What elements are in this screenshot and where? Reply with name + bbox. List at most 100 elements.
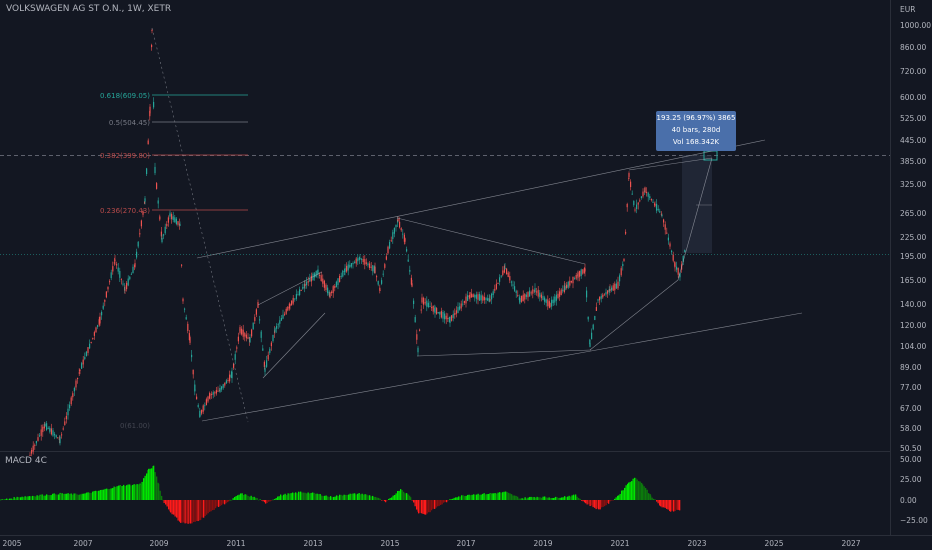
trend-line[interactable] [396,217,586,265]
candle-body [282,314,284,319]
candle-body [117,267,119,272]
candle-body [611,287,613,291]
macd-bar [609,500,611,502]
candle-body [292,297,294,304]
candle-body [377,281,379,285]
candle-body [280,318,282,321]
candle-body [642,191,644,197]
macd-bar [76,494,78,500]
candle-body [327,287,329,294]
macd-bar [141,481,143,500]
macd-bar [158,483,160,500]
candle-body [560,289,562,296]
candle-body [61,434,63,436]
trend-line[interactable] [201,312,803,422]
candle-body [136,251,138,258]
candle-body [167,217,169,223]
candle-body [300,289,302,291]
candle-body [309,278,311,282]
macd-bar [634,477,636,500]
candle-body [99,316,101,324]
candle-body [468,295,470,297]
measure-range-area [682,155,712,253]
macd-bar [491,493,493,500]
macd-bar [677,500,679,510]
macd-bar [357,493,359,500]
macd-bar [642,484,644,500]
macd-bar [349,493,351,500]
candle-body [521,295,523,302]
macd-bar [409,495,411,500]
candle-body [667,237,669,241]
candle-body [564,286,566,290]
trend-line[interactable] [262,312,326,379]
candle-body [29,454,31,456]
macd-bar [222,500,224,504]
candle-body [393,227,395,234]
candle-body [540,294,542,299]
price-axis[interactable]: 1000.00 860.00 720.00 600.00 525.00 445.00 385… [900,21,931,453]
macd-bar [70,493,72,500]
candle-body [419,329,421,331]
candle-body [474,294,476,298]
macd-bar [520,498,522,500]
candle-body [431,307,433,309]
measure-target-box[interactable] [703,150,718,161]
candle-body [442,311,444,319]
macd-bar [465,495,467,500]
trend-line[interactable] [628,157,713,171]
trend-line[interactable] [196,139,766,259]
macd-bar [676,500,678,510]
price-axis-label: 720.00 [900,67,926,76]
candle-body [580,269,582,276]
macd-bar [524,497,526,500]
macd-bar [256,497,258,500]
candle-body [62,428,64,430]
macd-bar [186,500,188,524]
macd-bar [194,500,196,522]
candle-body [124,289,126,291]
trend-line[interactable] [589,279,679,351]
candle-body [270,342,272,347]
macd-bar [151,468,153,500]
fib-retracement[interactable]: 0.618(609.05) 0.5(504.45) 0.382(399.80) 0.2… [100,92,248,430]
macd-bar [265,500,267,504]
macd-title[interactable]: MACD 4C [5,456,47,466]
symbol-title[interactable]: VOLKSWAGEN AG ST O.N., 1W, XETR [6,4,172,14]
macd-bar [238,494,240,500]
candle-body [552,299,554,304]
candle-body [483,296,485,301]
macd-bar [632,478,634,500]
macd-bar [140,484,142,500]
trend-line[interactable] [677,157,713,281]
macd-bar [381,500,383,501]
candle-body [245,334,247,339]
trend-line[interactable] [257,271,323,306]
macd-bar [674,500,676,511]
macd-bar [669,500,671,512]
macd-bar [526,498,528,500]
macd-bar [426,500,428,514]
candle-body [69,404,71,409]
macd-bar [334,496,336,500]
trend-line[interactable] [416,349,592,357]
candle-body [207,396,209,402]
macd-bar [375,496,377,500]
candle-body [599,297,601,301]
candle-body [332,286,334,294]
macd-bar [578,497,580,500]
candle-body [212,392,214,395]
macd-bar [530,496,532,500]
macd-bar [573,494,575,500]
macd-bar [643,486,645,500]
candle-body [424,302,426,304]
candle-body [614,283,616,291]
macd-bar [87,492,89,500]
candle-body [205,399,207,406]
candle-body [489,299,491,301]
time-axis[interactable]: 2005 2007 2009 2011 2013 2015 2017 2019 2021 2023… [2,539,860,548]
candle-body [364,259,366,265]
candle-body [406,249,408,252]
candle-body [647,192,649,197]
